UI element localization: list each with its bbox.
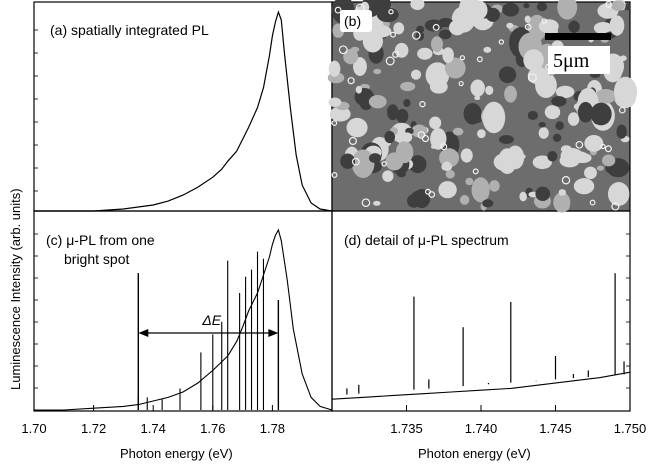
x-tick-label: 1.750 <box>614 421 647 436</box>
x-ticks-d: 1.735 1.740 1.745 1.750 <box>390 405 646 436</box>
x-tick-label: 1.74 <box>141 421 166 436</box>
x-tick-label: 1.740 <box>465 421 498 436</box>
x-tick-label: 1.78 <box>260 421 285 436</box>
scale-bar-label: 5μm <box>553 50 590 72</box>
scale-bar <box>545 33 611 40</box>
scale-bar-label-bg <box>548 46 610 74</box>
x-axis-title-d: Photon energy (eV) <box>418 446 531 461</box>
panel-b-label: (b) <box>344 13 361 29</box>
peaks-d <box>346 273 625 395</box>
series-line-a <box>34 10 333 212</box>
panel-c-label: (c) μ-PL from one <box>46 232 155 248</box>
series-line-d <box>331 371 631 400</box>
delta-e-arrowhead-right <box>268 329 279 337</box>
y-axis-title: Luminescence Intensity (arb. units) <box>8 188 23 390</box>
delta-e-label: ΔE <box>201 312 221 328</box>
panel-a-label: (a) spatially integrated PL <box>50 22 209 38</box>
series-line-c <box>34 228 333 411</box>
frame-ticks <box>34 29 630 389</box>
delta-e-arrowhead-left <box>138 329 149 337</box>
panel-c-label-line2: bright spot <box>64 251 129 267</box>
panel-b-label-bg <box>340 10 372 32</box>
x-ticks-c: 1.70 1.72 1.74 1.76 1.78 <box>21 405 285 436</box>
x-tick-label: 1.745 <box>539 421 572 436</box>
micrograph-texture <box>327 0 638 213</box>
x-tick-label: 1.70 <box>21 421 46 436</box>
peaks-c <box>137 251 265 410</box>
x-tick-label: 1.72 <box>81 421 106 436</box>
panel-d-label: (d) detail of μ-PL spectrum <box>344 232 509 248</box>
x-tick-label: 1.735 <box>390 421 423 436</box>
x-tick-label: 1.76 <box>200 421 225 436</box>
x-axis-title-c: Photon energy (eV) <box>120 446 233 461</box>
